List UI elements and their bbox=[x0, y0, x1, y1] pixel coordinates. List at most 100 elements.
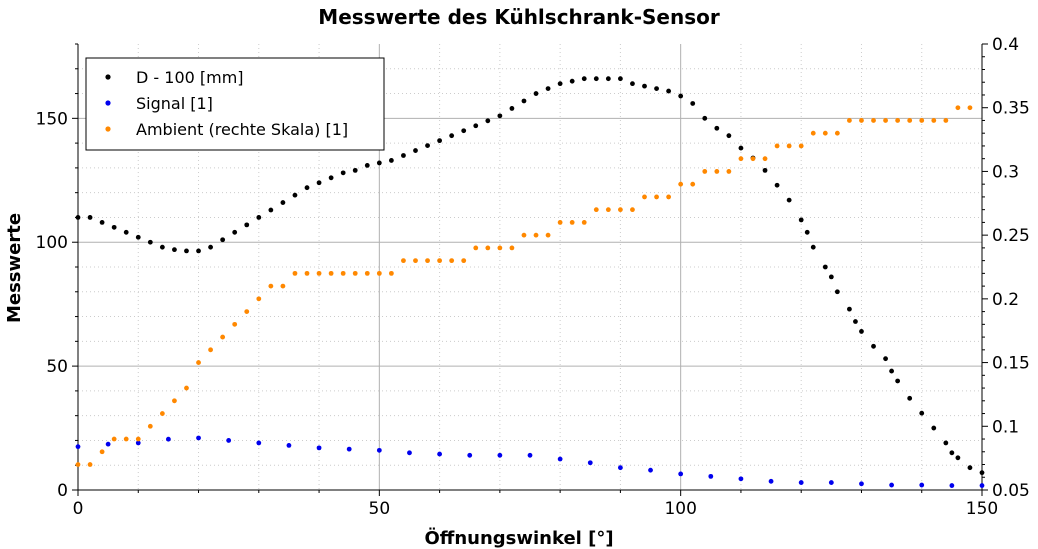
data-point bbox=[407, 450, 412, 456]
data-point bbox=[316, 270, 322, 276]
data-point bbox=[256, 215, 262, 220]
data-point bbox=[605, 76, 611, 82]
data-point bbox=[618, 465, 623, 471]
data-point bbox=[859, 329, 864, 334]
data-point bbox=[768, 478, 774, 484]
legend-label: Signal [1] bbox=[136, 94, 213, 113]
data-point bbox=[280, 283, 286, 289]
data-point bbox=[834, 130, 840, 136]
data-point bbox=[497, 245, 503, 251]
data-point bbox=[593, 76, 599, 82]
legend-marker bbox=[105, 126, 111, 132]
data-point bbox=[979, 483, 985, 488]
data-point bbox=[467, 452, 473, 458]
data-point bbox=[135, 440, 141, 446]
data-point bbox=[569, 78, 575, 84]
data-point bbox=[328, 175, 334, 181]
data-point bbox=[618, 76, 623, 82]
data-point bbox=[111, 436, 117, 442]
data-point bbox=[726, 169, 732, 174]
y-tick-label: 50 bbox=[46, 357, 68, 377]
legend-label: Ambient (rechte Skala) [1] bbox=[136, 120, 348, 139]
data-point bbox=[630, 207, 635, 213]
ticks: 0 50 100 1500501001500.050.10.150.20.250.30… bbox=[36, 35, 1030, 519]
data-point bbox=[774, 143, 780, 149]
data-point bbox=[226, 438, 232, 443]
data-point bbox=[822, 264, 828, 270]
grid bbox=[78, 44, 982, 490]
data-point bbox=[196, 435, 201, 441]
data-point bbox=[714, 125, 720, 131]
data-point bbox=[889, 482, 894, 488]
data-point bbox=[786, 197, 792, 203]
data-point bbox=[545, 86, 551, 91]
data-point bbox=[618, 207, 623, 213]
data-point bbox=[919, 118, 925, 123]
data-point bbox=[642, 194, 647, 200]
data-point bbox=[828, 274, 834, 280]
data-point bbox=[521, 232, 527, 238]
data-point bbox=[810, 244, 816, 250]
data-point bbox=[485, 245, 491, 251]
data-point bbox=[798, 143, 804, 149]
data-point bbox=[473, 245, 479, 251]
data-point bbox=[286, 443, 292, 448]
data-point bbox=[581, 220, 587, 225]
data-point bbox=[630, 81, 635, 87]
data-point bbox=[859, 481, 864, 487]
data-point bbox=[895, 378, 901, 384]
data-point bbox=[147, 423, 153, 429]
data-point bbox=[828, 480, 834, 485]
data-point bbox=[105, 441, 111, 447]
data-point bbox=[587, 460, 593, 466]
data-point bbox=[949, 450, 955, 456]
data-point bbox=[147, 239, 153, 245]
data-point bbox=[485, 118, 491, 124]
data-point bbox=[232, 229, 238, 235]
y2-tick-label: 0.4 bbox=[992, 35, 1019, 55]
data-point bbox=[280, 200, 286, 205]
data-point bbox=[654, 194, 659, 200]
data-point bbox=[702, 169, 708, 174]
data-point bbox=[376, 160, 382, 166]
data-point bbox=[401, 258, 406, 264]
data-point bbox=[184, 248, 189, 254]
data-point bbox=[774, 182, 780, 188]
y2-tick-label: 0.2 bbox=[992, 290, 1019, 310]
data-point bbox=[853, 319, 858, 324]
data-point bbox=[437, 138, 442, 144]
data-point bbox=[256, 440, 262, 446]
y-tick-label: 0 bbox=[57, 481, 68, 501]
data-point bbox=[449, 133, 455, 139]
data-point bbox=[509, 245, 515, 251]
data-point bbox=[569, 220, 575, 225]
data-point bbox=[304, 270, 310, 276]
data-point bbox=[738, 145, 744, 151]
data-point bbox=[123, 436, 129, 442]
data-point bbox=[955, 105, 961, 111]
data-point bbox=[533, 91, 539, 96]
data-point bbox=[75, 462, 81, 467]
data-point bbox=[268, 207, 274, 213]
y2-tick-label: 0.35 bbox=[992, 99, 1030, 119]
data-point bbox=[166, 436, 171, 442]
y-tick-label: 150 bbox=[36, 109, 68, 129]
series-1 bbox=[75, 435, 985, 488]
data-point bbox=[388, 158, 394, 163]
data-point bbox=[364, 163, 370, 168]
data-point bbox=[810, 130, 816, 136]
data-point bbox=[244, 222, 250, 228]
data-point bbox=[461, 128, 467, 134]
data-point bbox=[497, 113, 503, 119]
data-point bbox=[847, 118, 852, 123]
legend-label: D - 100 [mm] bbox=[136, 68, 244, 87]
data-point bbox=[425, 143, 430, 148]
data-point bbox=[943, 118, 949, 123]
data-point bbox=[99, 220, 105, 225]
data-point bbox=[244, 309, 250, 314]
data-point bbox=[895, 118, 901, 123]
data-point bbox=[593, 207, 599, 213]
data-point bbox=[678, 471, 684, 477]
data-point bbox=[762, 167, 768, 173]
x-tick-label: 100 bbox=[664, 499, 696, 519]
